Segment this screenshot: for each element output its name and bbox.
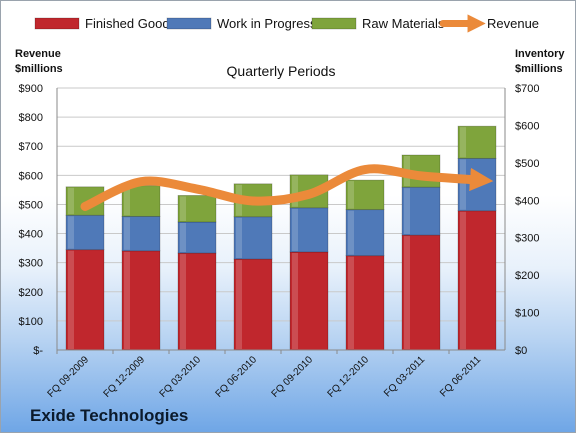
category-label: FQ 12-2010 [326, 354, 372, 400]
left-tick-label: $900 [19, 83, 43, 95]
legend-label: Finished Goods [85, 16, 177, 31]
finished-goods-bar [289, 251, 329, 351]
finished-goods-bar [345, 255, 385, 351]
bar-highlight [460, 211, 466, 349]
right-tick-label: $0 [515, 345, 527, 357]
bar-highlight [460, 159, 466, 210]
bar-highlight [68, 216, 74, 249]
left-tick-label: $700 [19, 141, 43, 153]
bar-highlight [292, 252, 298, 349]
right-tick-label: $100 [515, 308, 539, 320]
legend-label: Work in Progress [217, 16, 317, 31]
finished-goods-bar [457, 210, 497, 351]
left-tick-label: $500 [19, 199, 43, 211]
bar-highlight [68, 250, 74, 349]
right-tick-label: $400 [515, 195, 539, 207]
bar-highlight [348, 181, 354, 209]
legend-label: Revenue [487, 16, 539, 31]
finished-goods-bar [177, 252, 217, 351]
left-axis-title-line1: Revenue [15, 48, 61, 60]
raw-materials-bar [121, 185, 161, 217]
legend-swatch [34, 17, 80, 30]
right-axis-title-line2: $millions [515, 63, 563, 75]
work-in-progress-bar [65, 214, 105, 251]
legend-finished-goods: Finished Goods [34, 16, 177, 31]
work-in-progress-bar [401, 186, 441, 236]
legend-label: Raw Materials [362, 16, 445, 31]
right-tick-label: $200 [515, 270, 539, 282]
left-tick-label: $600 [19, 170, 43, 182]
bar-highlight [348, 256, 354, 349]
bar-highlight [236, 260, 242, 349]
work-in-progress-bar [121, 215, 161, 252]
left-tick-label: $400 [19, 229, 43, 241]
bar-highlight [348, 210, 354, 255]
legend-raw-materials: Raw Materials [311, 16, 445, 31]
bars [65, 125, 497, 351]
bar-highlight [180, 196, 186, 221]
bar-highlight [124, 186, 130, 216]
bar-highlight [124, 217, 130, 250]
category-label: FQ 09-2009 [46, 354, 92, 400]
company-name: Exide Technologies [30, 406, 189, 425]
category-label: FQ 12-2009 [102, 354, 148, 400]
right-tick-label: $600 [515, 120, 539, 132]
bar-highlight [124, 251, 130, 349]
legend-revenue: Revenue [439, 14, 539, 33]
right-axis-title-line1: Inventory [515, 48, 565, 60]
bar-highlight [236, 217, 242, 259]
bar-highlight [292, 208, 298, 251]
left-tick-label: $300 [19, 258, 43, 270]
revenue-line [80, 164, 494, 211]
left-tick-label: $- [33, 345, 43, 357]
raw-materials-bar [345, 179, 385, 211]
bar-highlight [180, 254, 186, 349]
category-label: FQ 09-2010 [270, 354, 316, 400]
bar-highlight [180, 222, 186, 253]
bar-highlight [68, 187, 74, 215]
raw-materials-bar [457, 125, 497, 159]
legend: Finished Goods Work in Progress Raw Materi… [34, 14, 539, 33]
category-label: FQ 03-2011 [382, 354, 427, 399]
left-axis-title-line2: $millions [15, 63, 63, 75]
right-tick-label: $300 [515, 233, 539, 245]
legend-swatch [311, 17, 357, 30]
bar-highlight [292, 175, 298, 207]
work-in-progress-bar [289, 207, 329, 253]
work-in-progress-bar [233, 216, 273, 260]
right-tick-label: $700 [515, 83, 539, 95]
category-label: FQ 06-2011 [438, 354, 483, 399]
finished-goods-bar [233, 258, 273, 351]
bar-highlight [404, 236, 410, 349]
category-label: FQ 03-2010 [158, 354, 204, 400]
legend-swatch [166, 17, 212, 30]
raw-materials-bar [177, 195, 217, 223]
left-tick-label: $800 [19, 112, 43, 124]
finished-goods-bar [401, 234, 441, 351]
bar-highlight [404, 188, 410, 235]
work-in-progress-bar [177, 221, 217, 254]
left-tick-label: $100 [19, 316, 43, 328]
finished-goods-bar [121, 250, 161, 351]
revenue-line-layer [80, 164, 494, 211]
chart-subtitle: Quarterly Periods [227, 63, 336, 79]
right-tick-label: $500 [515, 158, 539, 170]
bar-highlight [460, 127, 466, 158]
left-tick-label: $200 [19, 287, 43, 299]
category-label: FQ 06-2010 [214, 354, 260, 400]
legend-work-in-progress: Work in Progress [166, 16, 317, 31]
